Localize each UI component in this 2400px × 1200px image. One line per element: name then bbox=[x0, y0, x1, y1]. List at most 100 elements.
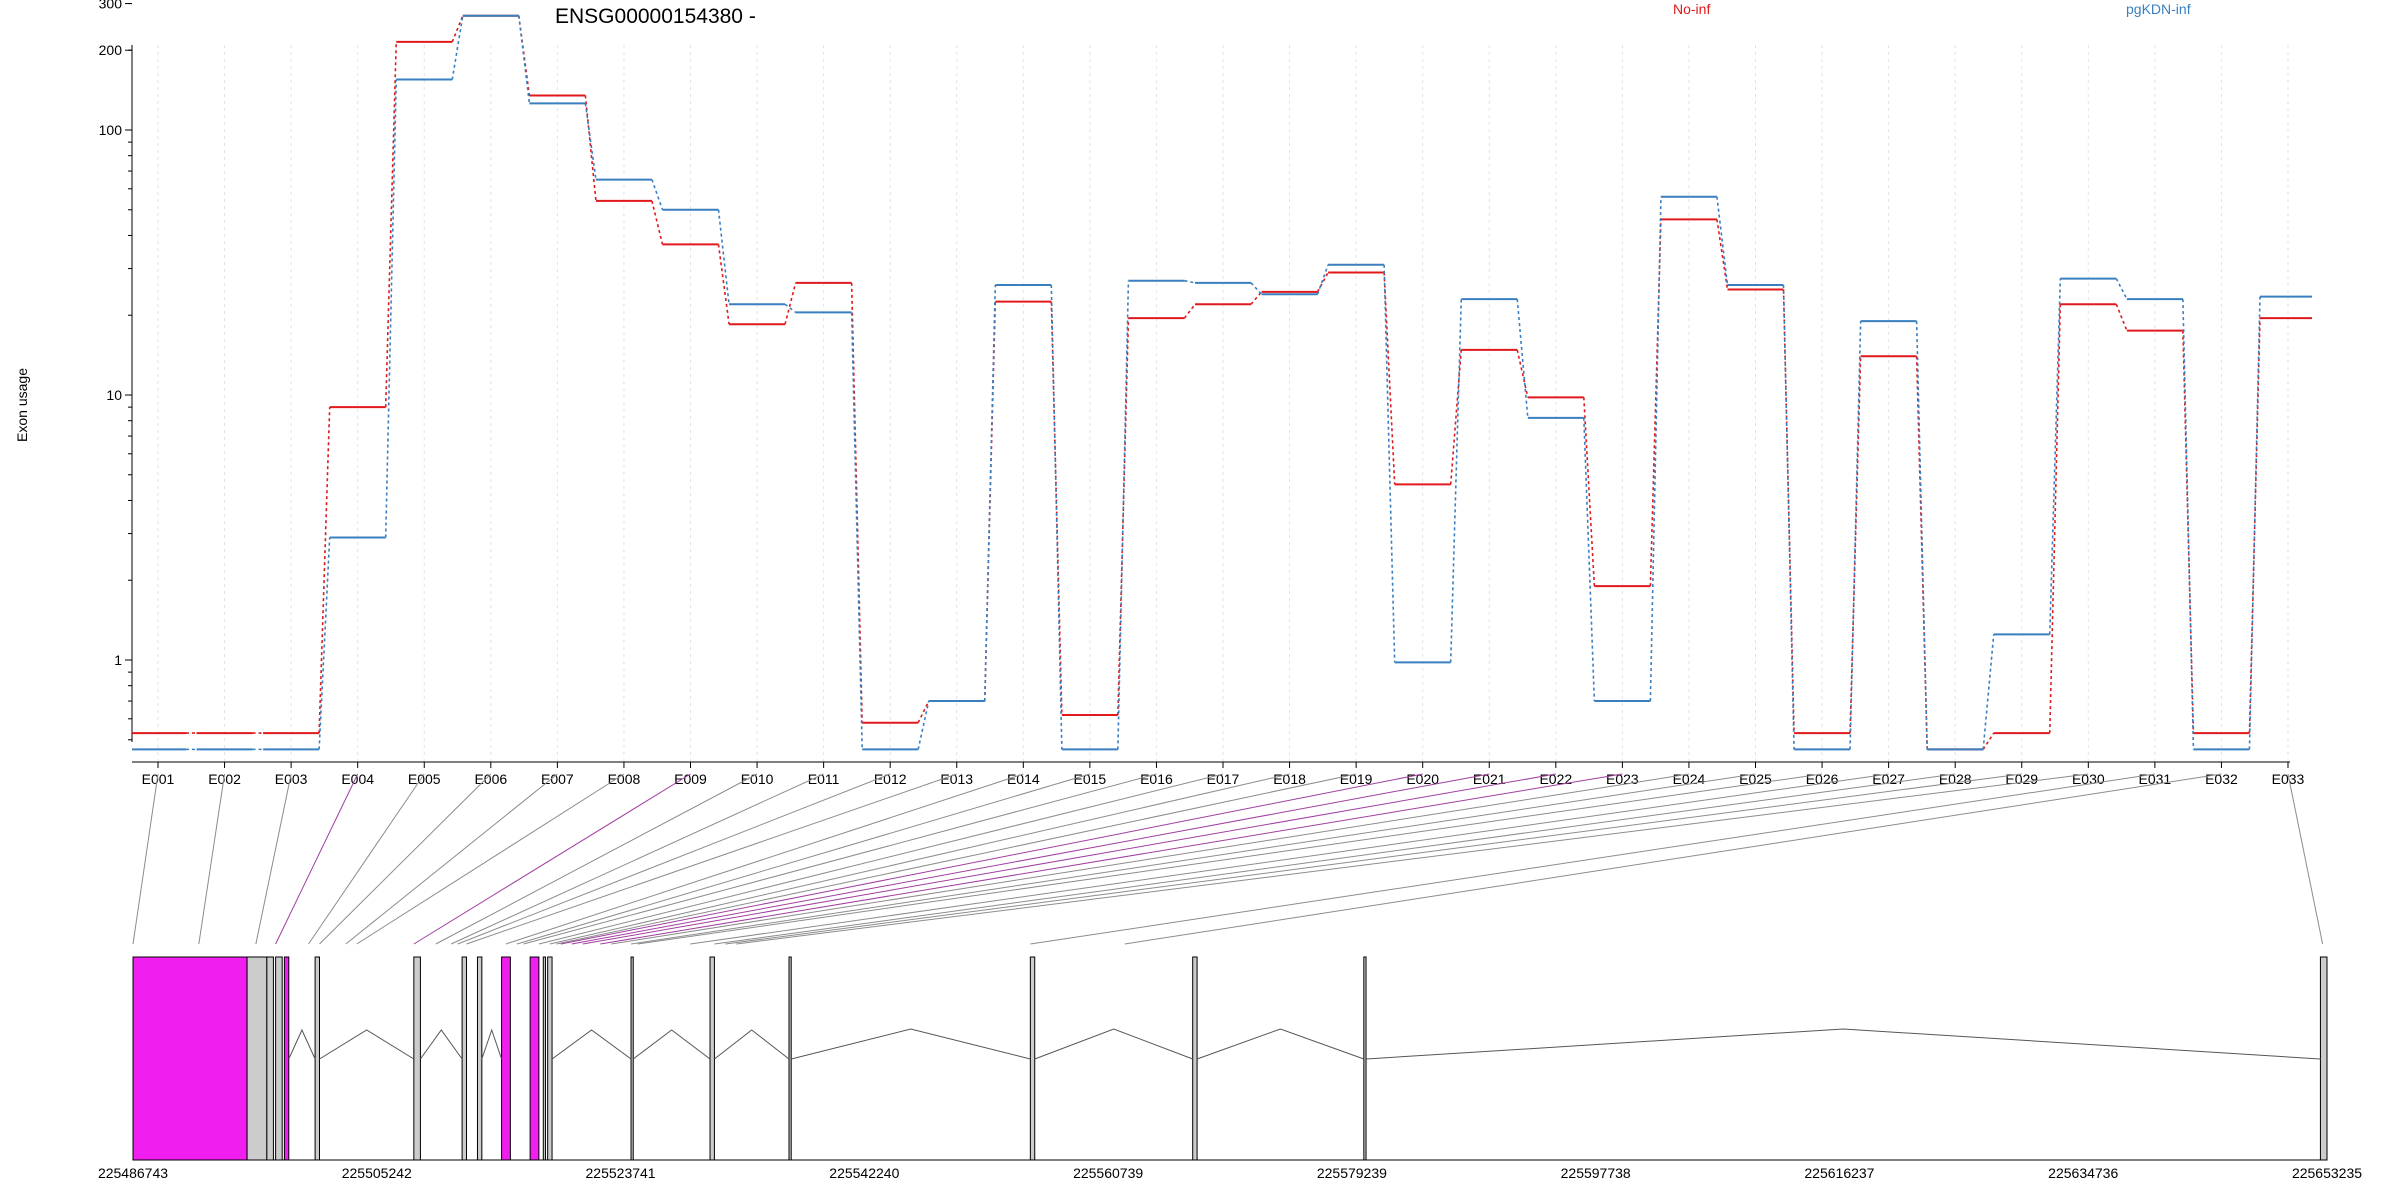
series-connector bbox=[717, 244, 730, 325]
series-connector bbox=[1849, 321, 1862, 750]
exon-connector bbox=[538, 773, 1224, 945]
series-connector bbox=[1716, 196, 1729, 286]
series-connector bbox=[1183, 303, 1196, 319]
series-connector bbox=[318, 407, 331, 734]
exon-connector bbox=[714, 773, 1956, 945]
intron-line bbox=[1034, 1028, 1193, 1060]
exon-block bbox=[2319, 956, 2328, 1161]
coordinate-label: 225579239 bbox=[1317, 1165, 1387, 1181]
series-connector bbox=[1383, 272, 1396, 485]
x-tick-label: E019 bbox=[1340, 771, 1373, 787]
exon-block bbox=[542, 956, 546, 1161]
series-connector bbox=[1982, 634, 1995, 750]
exon-connector bbox=[435, 773, 758, 945]
x-tick-label: E024 bbox=[1673, 771, 1706, 787]
exon-connector bbox=[523, 773, 1157, 945]
exon-connector bbox=[556, 773, 1357, 945]
x-tick-label: E001 bbox=[142, 771, 175, 787]
exon-block bbox=[275, 956, 283, 1161]
exon-connector bbox=[466, 773, 957, 945]
y-tick-label: 1 bbox=[114, 652, 122, 668]
exon-block bbox=[314, 956, 320, 1161]
series-connector bbox=[1915, 356, 1928, 750]
series-connector bbox=[717, 209, 730, 305]
series-no-inf bbox=[132, 14, 2312, 751]
series-connector bbox=[1184, 279, 1196, 284]
x-tick-label: E007 bbox=[541, 771, 574, 787]
exon-connector bbox=[549, 773, 1290, 945]
exon-connector bbox=[132, 773, 159, 945]
exon-connector bbox=[725, 773, 2022, 945]
series-connector bbox=[1516, 349, 1529, 398]
series-connector bbox=[2115, 303, 2128, 331]
series-connector bbox=[1316, 264, 1329, 295]
gene-model: 225486743 225505242 225523741 225542240 2255… bbox=[98, 773, 2362, 1181]
exon-connector bbox=[275, 773, 359, 945]
exon-block bbox=[788, 956, 792, 1161]
series-connector bbox=[1915, 321, 1928, 750]
series-connector bbox=[1782, 289, 1795, 734]
series-connector bbox=[1649, 219, 1662, 587]
plot-area: 1 10 100 200 300 E001 E002 E003 E004 E005 E006 E007… bbox=[99, 0, 2312, 787]
series-connector bbox=[917, 700, 930, 750]
coordinate-label: 225616237 bbox=[1804, 1165, 1874, 1181]
series-connector bbox=[1250, 291, 1263, 305]
series-connector bbox=[584, 103, 597, 180]
exon-block bbox=[547, 956, 553, 1161]
series-connector bbox=[2182, 299, 2195, 750]
exon-connector bbox=[505, 773, 1024, 945]
exon-connector bbox=[1124, 773, 2222, 945]
exon-block bbox=[266, 956, 274, 1161]
series-connector bbox=[2115, 278, 2128, 300]
coordinate-label: 225505242 bbox=[342, 1165, 412, 1181]
exon-block bbox=[709, 956, 715, 1161]
intron-line bbox=[420, 1029, 463, 1060]
exon-connector bbox=[571, 773, 1490, 945]
series-connector bbox=[850, 312, 863, 750]
series-connector bbox=[1383, 264, 1396, 663]
x-tick-label: E010 bbox=[741, 771, 774, 787]
series-connector bbox=[2248, 296, 2261, 750]
series-connector bbox=[784, 282, 797, 325]
x-tick-label: E009 bbox=[674, 771, 707, 787]
coordinate-label: 225634736 bbox=[2048, 1165, 2118, 1181]
x-tick-label: E025 bbox=[1739, 771, 1772, 787]
exon-block bbox=[1192, 956, 1198, 1161]
y-tick-label: 10 bbox=[106, 387, 122, 403]
x-tick-label: E008 bbox=[608, 771, 641, 787]
x-tick-label: E030 bbox=[2072, 771, 2105, 787]
series-connector bbox=[1583, 417, 1596, 702]
series-connector bbox=[1583, 397, 1596, 587]
x-tick-label: E004 bbox=[341, 771, 374, 787]
exon-connector bbox=[637, 773, 1823, 945]
exon-connector bbox=[690, 773, 1889, 945]
intron-line bbox=[714, 1029, 790, 1060]
exon-connector bbox=[582, 773, 1556, 945]
exon-block bbox=[413, 956, 421, 1161]
exon-connector bbox=[600, 773, 1623, 945]
series-connector bbox=[384, 41, 398, 408]
y-tick-label: 200 bbox=[99, 42, 123, 58]
coordinate-label: 225486743 bbox=[98, 1165, 168, 1181]
exon-block bbox=[529, 956, 540, 1161]
coordinate-label: 225523741 bbox=[586, 1165, 656, 1181]
x-tick-label: E015 bbox=[1074, 771, 1107, 787]
exon-connector bbox=[1030, 773, 2155, 945]
x-tick-label: E006 bbox=[474, 771, 507, 787]
exon-connector bbox=[255, 773, 292, 945]
series-connector bbox=[983, 285, 997, 702]
x-tick-label: E021 bbox=[1473, 771, 1506, 787]
coordinate-label: 225597738 bbox=[1561, 1165, 1631, 1181]
exon-connector bbox=[356, 773, 625, 945]
exon-connector bbox=[630, 773, 1756, 945]
exon-block bbox=[1029, 956, 1036, 1161]
x-tick-label: E011 bbox=[808, 771, 840, 787]
exon-connector bbox=[413, 773, 691, 945]
x-tick-label: E033 bbox=[2272, 771, 2305, 787]
series-connector bbox=[1449, 299, 1463, 663]
series-connector bbox=[1117, 318, 1130, 716]
x-tick-label: E029 bbox=[2005, 771, 2038, 787]
series-connector bbox=[917, 700, 930, 724]
intron-line bbox=[632, 1029, 711, 1060]
legend-entry-pgkdn-inf: pgKDN-inf bbox=[2126, 1, 2191, 17]
